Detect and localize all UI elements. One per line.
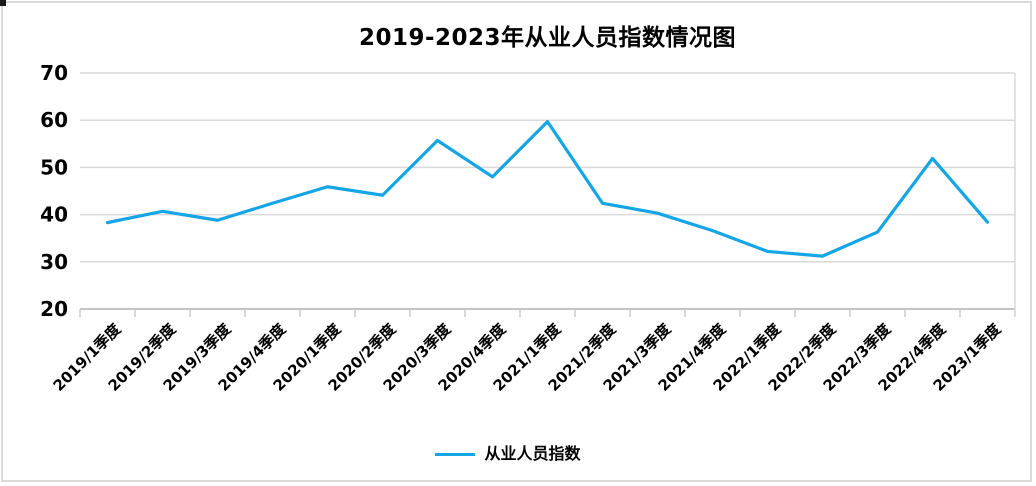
- y-axis-tick-label: 20: [40, 297, 68, 321]
- y-axis-tick-label: 60: [40, 108, 68, 132]
- series-line: [105, 120, 990, 258]
- y-axis-tick-label: 70: [40, 61, 68, 85]
- legend-label: 从业人员指数: [484, 444, 581, 463]
- chart-title: 2019-2023年从业人员指数情况图: [358, 25, 737, 51]
- chart-legend: 从业人员指数: [0, 442, 1016, 466]
- y-axis-tick-label: 30: [40, 250, 68, 274]
- y-axis-tick-label: 50: [40, 155, 68, 179]
- legend-line-swatch: [435, 452, 476, 456]
- y-axis-tick-label: 40: [40, 203, 68, 227]
- corner-handle: [0, 0, 6, 6]
